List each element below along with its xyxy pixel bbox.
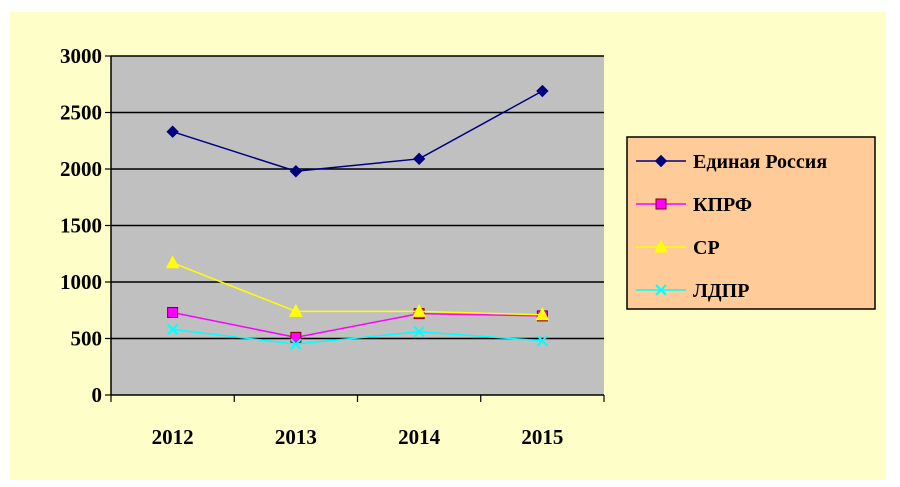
data-point — [536, 84, 549, 98]
axes — [105, 55, 605, 402]
series-line — [172, 311, 543, 339]
y-tick-label: 2500 — [60, 101, 102, 125]
x-tick-label: 2013 — [275, 425, 317, 449]
legend: Единая Россия КПРФ СР ЛДПР — [626, 136, 876, 310]
y-tick-label: 0 — [92, 383, 103, 407]
y-tick-label: 3000 — [60, 44, 102, 68]
legend-entry: СР — [636, 237, 720, 259]
y-tick-label: 2000 — [60, 157, 102, 181]
data-point — [413, 326, 425, 338]
x-marker-stroke — [290, 338, 302, 350]
data-point — [289, 165, 303, 178]
x-marker-stroke — [413, 326, 425, 338]
legend-label: СР — [693, 237, 720, 259]
series-3 — [166, 323, 549, 350]
legend-marker — [655, 198, 667, 210]
series-2 — [165, 255, 550, 321]
series-line — [172, 90, 543, 173]
x-tick-labels: 2012 2013 2014 2015 — [152, 425, 564, 449]
series-layer — [165, 84, 550, 350]
data-point — [166, 125, 179, 138]
legend-label: КПРФ — [693, 194, 752, 216]
y-tick-label: 500 — [71, 327, 103, 351]
data-point — [166, 323, 179, 336]
data-point — [289, 303, 303, 317]
data-point — [412, 152, 426, 166]
legend-marker — [655, 284, 667, 296]
data-point — [290, 338, 302, 350]
legend-marker — [654, 154, 668, 168]
data-point — [165, 255, 180, 269]
y-tick-label: 1500 — [60, 214, 102, 238]
legend-box — [626, 136, 876, 310]
legend-label: ЛДПР — [693, 280, 749, 302]
legend-marker — [654, 239, 668, 253]
x-marker-stroke — [536, 335, 549, 347]
data-point — [536, 335, 549, 347]
data-point — [412, 303, 426, 317]
y-tick-labels: 0 500 1000 1500 2000 2500 3000 — [60, 44, 102, 407]
x-marker-stroke — [655, 284, 667, 296]
legend-entry: КПРФ — [636, 194, 752, 216]
legend-entry: Единая Россия — [636, 151, 827, 173]
x-tick-label: 2014 — [398, 425, 441, 449]
legend-label: Единая Россия — [693, 151, 827, 173]
x-tick-label: 2012 — [152, 425, 194, 449]
data-point — [535, 307, 550, 321]
data-point — [290, 331, 302, 343]
x-marker-stroke — [166, 323, 179, 336]
x-tick-label: 2015 — [521, 425, 563, 449]
y-tick-label: 1000 — [60, 270, 102, 294]
series-line — [172, 262, 543, 316]
legend-entry: ЛДПР — [636, 280, 749, 302]
series-line — [172, 328, 543, 345]
data-point — [167, 307, 179, 319]
series-0 — [166, 84, 549, 178]
